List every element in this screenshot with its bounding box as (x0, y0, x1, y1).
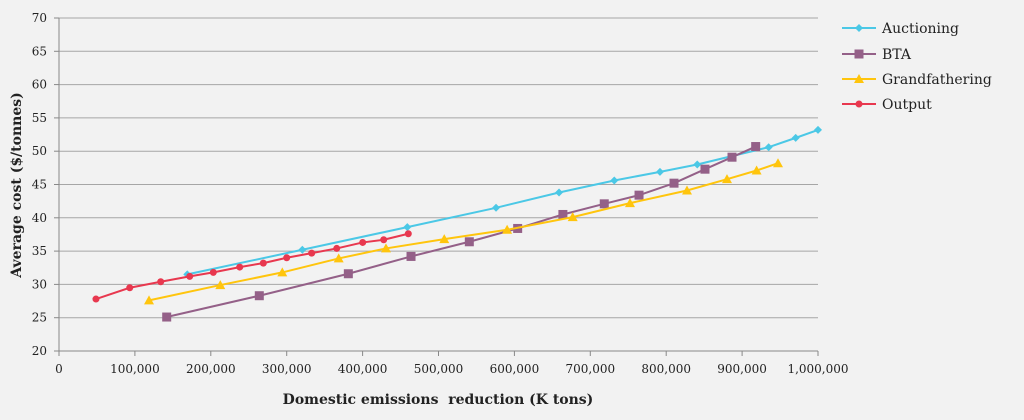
data-point-grandfathering (751, 165, 762, 175)
gridlines (59, 17, 818, 319)
x-axis-ticks: 0 100,000 200,000 300,000 400,000 500,000 600,… (55, 351, 849, 376)
data-point-bta (254, 291, 264, 301)
data-point-output (333, 244, 341, 252)
series-line-grandfathering (148, 162, 779, 302)
legend-label: Grandfathering (882, 72, 992, 88)
data-point-output (359, 238, 367, 246)
y-tick-label: 30 (32, 277, 47, 291)
y-tick-label: 55 (32, 111, 47, 125)
data-point-grandfathering (773, 158, 784, 168)
data-point-auctioning (403, 223, 412, 232)
legend-label: Auctioning (881, 21, 959, 37)
y-tick-label: 40 (32, 211, 47, 225)
legend-marker-auctioning (855, 24, 863, 32)
legend-label: Output (882, 97, 932, 113)
x-tick-label: 300,000 (262, 362, 312, 376)
data-point-output (236, 263, 244, 271)
y-tick-label: 25 (32, 311, 47, 325)
data-point-bta (751, 142, 761, 152)
y-tick-label: 65 (32, 44, 47, 58)
data-point-auctioning (764, 143, 773, 152)
legend-marker-bta (854, 49, 864, 59)
data-point-auctioning (693, 160, 702, 169)
data-point-output (308, 249, 316, 257)
legend-item-output: Output (842, 97, 932, 113)
data-point-grandfathering (215, 280, 226, 290)
data-point-output (157, 278, 165, 286)
data-point-auctioning (492, 203, 501, 212)
y-tick-label: 70 (32, 11, 47, 25)
data-point-bta (727, 152, 737, 162)
series-grandfathering (144, 158, 784, 305)
legend-marker-grandfathering (854, 74, 864, 83)
data-point-bta (558, 209, 568, 219)
data-point-bta (343, 269, 353, 279)
data-point-auctioning (298, 245, 307, 254)
data-point-grandfathering (567, 212, 578, 222)
data-point-output (186, 272, 194, 280)
data-point-grandfathering (380, 243, 391, 253)
x-tick-label: 100,000 (110, 362, 160, 376)
y-tick-label: 50 (32, 144, 47, 158)
y-tick-label: 45 (32, 178, 47, 192)
series-layer (92, 125, 822, 322)
x-tick-label: 600,000 (490, 362, 540, 376)
data-point-bta (599, 199, 609, 209)
y-tick-label: 35 (32, 244, 47, 258)
x-tick-label: 900,000 (717, 362, 767, 376)
data-point-output (209, 268, 217, 276)
data-point-bta (406, 251, 416, 261)
data-point-output (380, 236, 388, 244)
y-axis-ticks: 20 25 30 35 40 45 50 55 60 65 70 (32, 11, 59, 358)
x-tick-label: 0 (55, 362, 63, 376)
data-point-auctioning (610, 176, 619, 185)
data-point-output (126, 284, 134, 292)
data-point-auctioning (814, 125, 822, 134)
y-tick-label: 60 (32, 78, 47, 92)
legend-item-auctioning: Auctioning (842, 21, 959, 37)
data-point-output (92, 295, 100, 303)
data-point-auctioning (791, 133, 800, 142)
data-point-output (259, 259, 267, 267)
data-point-bta (669, 178, 679, 188)
data-point-grandfathering (333, 253, 344, 263)
data-point-grandfathering (439, 234, 450, 244)
x-tick-label: 500,000 (414, 362, 464, 376)
legend-item-grandfathering: Grandfathering (842, 72, 992, 88)
data-point-bta (700, 164, 710, 174)
series-auctioning (183, 125, 822, 279)
data-point-bta (634, 190, 644, 200)
data-point-grandfathering (144, 295, 155, 305)
x-tick-label: 400,000 (338, 362, 388, 376)
data-point-grandfathering (624, 198, 635, 208)
series-output (92, 230, 412, 303)
data-point-output (404, 230, 412, 238)
y-axis-title: Average cost ($/tonnes) (9, 92, 25, 279)
data-point-bta (162, 312, 172, 322)
data-point-grandfathering (502, 224, 513, 234)
legend-label: BTA (882, 47, 912, 63)
y-tick-label: 20 (32, 344, 47, 358)
x-tick-label: 700,000 (565, 362, 615, 376)
legend-marker-output (855, 100, 863, 108)
x-tick-label: 200,000 (186, 362, 236, 376)
data-point-output (283, 254, 291, 262)
data-point-bta (464, 237, 474, 247)
x-tick-label: 800,000 (641, 362, 691, 376)
data-point-grandfathering (277, 267, 288, 277)
data-point-grandfathering (721, 174, 732, 184)
data-point-grandfathering (681, 185, 692, 195)
x-axis-title: Domestic emissions reduction (K tons) (283, 392, 594, 408)
data-point-auctioning (655, 167, 664, 176)
data-point-auctioning (555, 188, 564, 197)
x-tick-label: 1,000,000 (787, 362, 848, 376)
legend: Auctioning BTA Grandfathering Output (842, 21, 992, 113)
legend-item-bta: BTA (842, 47, 912, 63)
